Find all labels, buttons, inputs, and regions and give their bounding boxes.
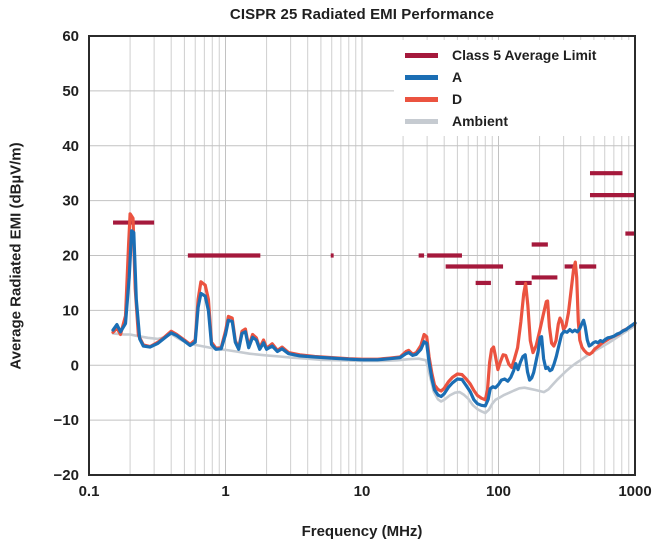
legend-item-class5-limit: Class 5 Average Limit bbox=[394, 44, 634, 66]
y-tick-label: 0 bbox=[71, 357, 79, 374]
x-tick-label: 100 bbox=[486, 483, 511, 500]
chart-title: CISPR 25 Radiated EMI Performance bbox=[229, 6, 495, 23]
series-group bbox=[111, 171, 637, 415]
legend-label-d: D bbox=[452, 91, 463, 107]
legend-item-a: A bbox=[394, 66, 634, 88]
y-tick-label: −10 bbox=[54, 412, 79, 429]
x-tick-label: 1 bbox=[221, 483, 229, 500]
y-tick-label: 10 bbox=[62, 302, 79, 319]
legend-swatch-class5-limit bbox=[405, 52, 438, 58]
y-axis-label: Average Radiated EMI (dBµV/m) bbox=[7, 142, 25, 370]
x-tick-label: 10 bbox=[354, 483, 371, 500]
series-class5-average-limit bbox=[113, 171, 635, 286]
y-tick-label: 40 bbox=[62, 138, 79, 155]
y-tick-label: 30 bbox=[62, 193, 79, 210]
y-tick-label: 60 bbox=[62, 28, 79, 45]
legend-swatch-a bbox=[405, 74, 438, 80]
y-tick-label: −20 bbox=[54, 467, 79, 484]
y-tick-label: 50 bbox=[62, 83, 79, 100]
legend-swatch-d bbox=[405, 96, 438, 102]
y-tick-label: 20 bbox=[62, 248, 79, 265]
legend-swatch-ambient bbox=[405, 118, 438, 124]
legend-item-ambient: Ambient bbox=[394, 110, 634, 132]
x-tick-label: 1000 bbox=[618, 483, 651, 500]
x-tick-label: 0.1 bbox=[79, 483, 100, 500]
legend-label-ambient: Ambient bbox=[452, 113, 508, 129]
series-line-a bbox=[111, 229, 637, 408]
series-line-d bbox=[111, 212, 637, 402]
legend: Class 5 Average Limit A D Ambient bbox=[394, 40, 634, 136]
x-axis-label: Frequency (MHz) bbox=[301, 523, 423, 540]
legend-item-d: D bbox=[394, 88, 634, 110]
legend-label-a: A bbox=[452, 69, 463, 85]
plot-frame bbox=[88, 35, 636, 476]
legend-label-class5-limit: Class 5 Average Limit bbox=[452, 47, 597, 63]
